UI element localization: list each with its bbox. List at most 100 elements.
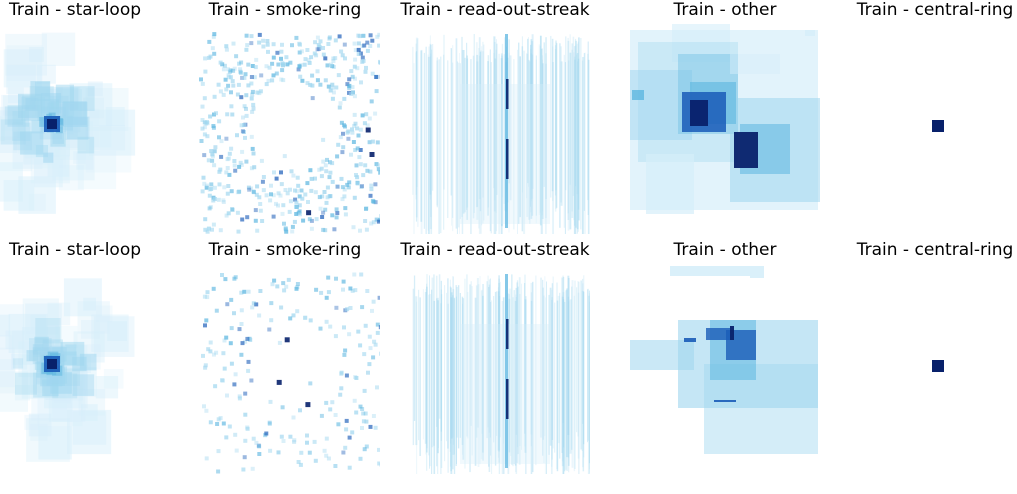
- heat-cell: [315, 69, 320, 74]
- heat-cell: [305, 81, 310, 86]
- heat-cell: [358, 404, 363, 409]
- heat-cell: [251, 436, 256, 441]
- streak-line: [427, 56, 430, 234]
- heat-cell: [308, 82, 313, 87]
- heat-cell: [221, 421, 226, 426]
- streak-line: [526, 52, 528, 199]
- streak-line: [501, 55, 503, 227]
- heat-cell: [210, 158, 215, 163]
- streak-line: [589, 301, 590, 474]
- streak-line: [455, 38, 458, 229]
- streak-line: [486, 281, 488, 439]
- heat-cell: [200, 118, 205, 122]
- streak-line: [431, 49, 433, 234]
- heat-cell: [281, 62, 286, 66]
- heat-cell: [309, 55, 314, 60]
- streak-line: [440, 289, 442, 441]
- heat-cell: [95, 376, 119, 399]
- heat-cell: [201, 175, 206, 180]
- heat-cell: [3, 49, 42, 88]
- heat-cell: [352, 94, 357, 99]
- heat-cell: [269, 318, 274, 323]
- heat-box: [750, 266, 764, 278]
- streak-line: [440, 303, 442, 474]
- heat-cell: [327, 175, 332, 180]
- heat-cell: [243, 339, 248, 344]
- heat-cell: [367, 362, 372, 367]
- streak-line: [555, 41, 557, 209]
- heat-cell: [0, 116, 5, 142]
- heat-cell: [341, 131, 345, 136]
- heat-cell: [230, 207, 235, 211]
- heat-cell: [226, 73, 231, 78]
- heat-cell: [211, 124, 216, 128]
- heat-cell: [237, 394, 242, 399]
- heat-cell: [305, 181, 310, 186]
- heatmap-plot: [400, 264, 590, 474]
- streak-line: [502, 297, 505, 474]
- heat-cell: [204, 408, 209, 413]
- heat-box: [706, 328, 730, 340]
- streak-line: [530, 300, 533, 474]
- heat-cell: [212, 163, 217, 168]
- heat-cell: [372, 339, 377, 344]
- heat-cell: [257, 444, 262, 449]
- streak-line: [443, 34, 445, 190]
- heat-cell: [55, 84, 74, 103]
- streak-line: [528, 59, 530, 220]
- heat-cell: [322, 190, 327, 194]
- streak-line: [574, 45, 577, 234]
- heat-cell: [347, 86, 352, 90]
- heat-cell: [303, 315, 308, 320]
- heat-cell: [229, 361, 234, 366]
- heat-cell: [213, 384, 218, 389]
- heat-cell: [254, 440, 259, 445]
- heat-cell: [361, 411, 366, 416]
- heat-cell: [282, 154, 287, 159]
- heat-cell: [369, 221, 374, 226]
- heat-cell: [331, 90, 336, 95]
- heat-cell: [202, 153, 207, 158]
- heat-cell: [330, 96, 335, 101]
- heat-cell: [244, 93, 249, 98]
- heat-cell: [250, 92, 255, 97]
- heatmap-panel: Train - smoke-ring: [190, 240, 380, 480]
- streak-line: [481, 46, 483, 226]
- streak-line: [488, 279, 490, 433]
- streak-line: [554, 49, 557, 212]
- heat-cell: [355, 175, 360, 180]
- heat-cell: [279, 305, 284, 310]
- heat-cell: [281, 78, 286, 83]
- heat-cell: [218, 228, 223, 233]
- heat-cell: [279, 49, 284, 54]
- heat-cell: [226, 211, 231, 216]
- streak-line: [551, 299, 553, 474]
- heat-cell: [230, 79, 235, 84]
- heat-cell: [220, 378, 224, 383]
- heat-cell: [339, 386, 344, 391]
- heat-cell: [330, 213, 335, 218]
- heat-cell: [288, 316, 293, 321]
- heat-cell: [249, 75, 254, 79]
- streak-line: [515, 294, 517, 473]
- heat-cell: [371, 414, 376, 418]
- heat-cell: [283, 227, 288, 232]
- streak-line: [587, 41, 589, 215]
- heat-cell: [296, 67, 301, 72]
- heat-cell: [313, 40, 318, 45]
- heat-cell: [353, 121, 358, 126]
- heat-cell: [341, 145, 346, 150]
- streak-line: [452, 276, 454, 438]
- heat-cell: [370, 139, 375, 144]
- heat-cell: [330, 82, 335, 87]
- heat-cell: [340, 185, 345, 190]
- heat-cell: [202, 404, 206, 409]
- heat-cell: [72, 374, 95, 396]
- heat-cell: [254, 192, 259, 197]
- heat-cell: [354, 163, 359, 168]
- heat-cell: [30, 314, 47, 331]
- heat-cell: [374, 89, 379, 94]
- heat-cell: [249, 134, 254, 139]
- heat-dot: [932, 360, 944, 372]
- heat-cell: [352, 64, 357, 69]
